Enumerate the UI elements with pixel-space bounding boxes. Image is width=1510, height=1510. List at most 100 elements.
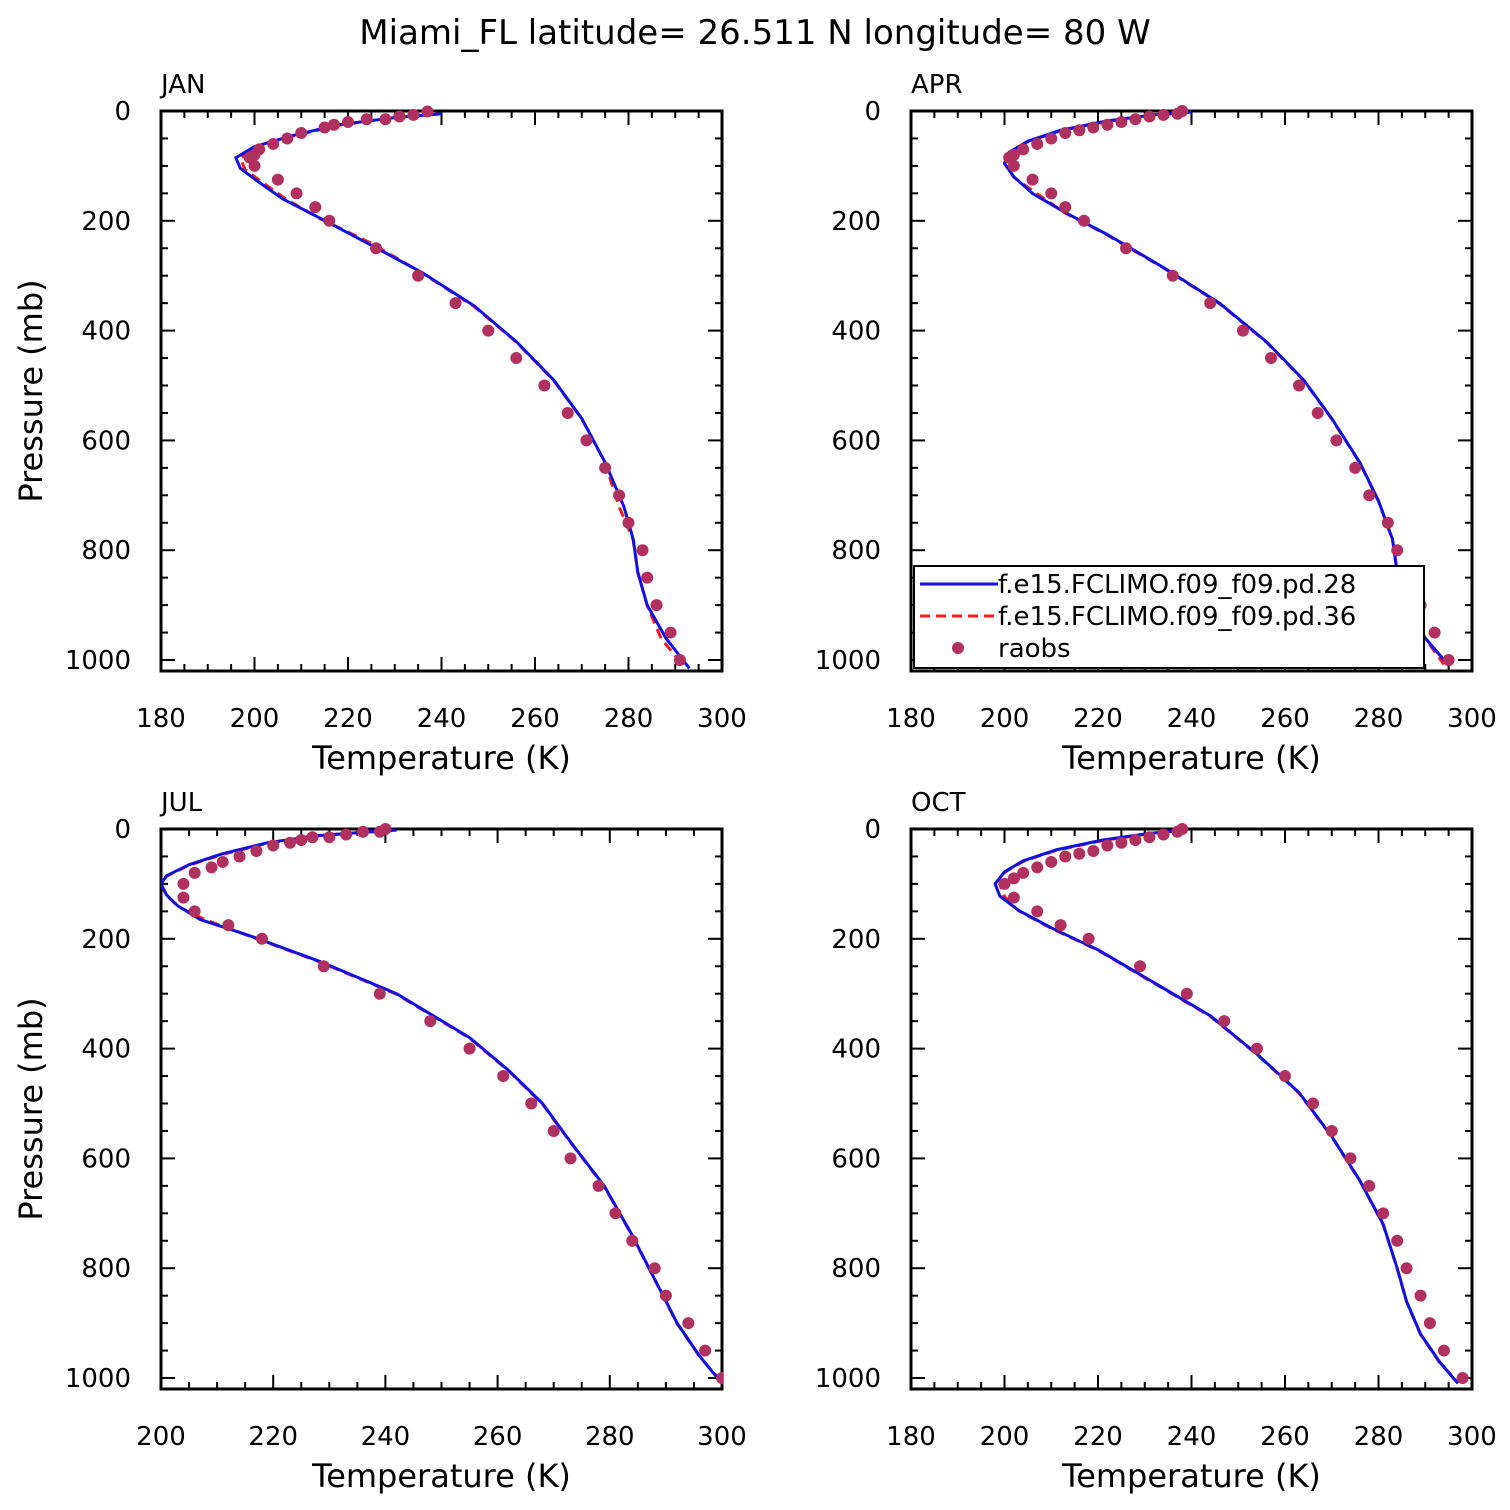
raobs-point <box>1400 1262 1413 1275</box>
raobs-point <box>1171 825 1184 838</box>
raobs-point <box>1129 113 1142 126</box>
y-tick-label: 600 <box>831 1144 881 1174</box>
raobs-point <box>1391 544 1404 557</box>
raobs-point <box>373 825 386 838</box>
y-tick-label: 200 <box>831 925 881 955</box>
raobs-point <box>1059 201 1072 214</box>
raobs-point <box>1428 626 1441 639</box>
raobs-point <box>1377 1207 1390 1220</box>
raobs-point <box>641 571 654 584</box>
y-tick-label: 200 <box>831 207 881 237</box>
raobs-point <box>1017 143 1030 156</box>
raobs-point <box>255 932 268 945</box>
legend: f.e15.FCLIMO.f09_f09.pd.28f.e15.FCLIMO.f… <box>913 565 1425 669</box>
raobs-point <box>407 108 420 121</box>
raobs-point <box>188 866 201 879</box>
y-tick-label: 200 <box>81 925 131 955</box>
raobs-point <box>538 379 551 392</box>
raobs-point <box>216 855 229 868</box>
x-axis-label: Temperature (K) <box>311 739 571 777</box>
raobs-point <box>1077 214 1090 227</box>
y-tick-label: 800 <box>831 536 881 566</box>
y-tick-label: 1000 <box>65 1364 131 1394</box>
y-tick-label: 800 <box>81 1254 131 1284</box>
y-tick-label: 400 <box>81 317 131 347</box>
raobs-point <box>650 599 663 612</box>
plot-area <box>161 823 723 1385</box>
panel-label: JUL <box>159 788 203 818</box>
raobs-point <box>295 833 308 846</box>
x-tick-label: 260 <box>473 1422 523 1452</box>
raobs-point <box>188 905 201 918</box>
series-line-pd36 <box>161 829 723 1384</box>
x-tick-label: 180 <box>136 704 186 734</box>
figure-title: Miami_FL latitude= 26.511 N longitude= 8… <box>359 13 1150 53</box>
raobs-point <box>659 1289 672 1302</box>
x-tick-label: 280 <box>1354 1422 1404 1452</box>
raobs-point <box>1381 516 1394 529</box>
y-tick-label: 800 <box>81 536 131 566</box>
raobs-point <box>323 214 336 227</box>
y-tick-label: 0 <box>864 815 881 845</box>
raobs-point <box>1054 919 1067 932</box>
y-tick-label: 400 <box>831 1035 881 1065</box>
raobs-point <box>1349 461 1362 474</box>
raobs-point <box>1391 1234 1404 1247</box>
plot-frame <box>159 109 724 673</box>
y-tick-label: 600 <box>831 426 881 456</box>
raobs-point <box>716 1372 723 1385</box>
x-tick-label: 260 <box>1260 704 1310 734</box>
raobs-point <box>1031 861 1044 874</box>
raobs-point <box>1007 159 1020 172</box>
x-tick-label: 220 <box>248 1422 298 1452</box>
x-tick-label: 220 <box>1073 704 1123 734</box>
raobs-point <box>636 544 649 557</box>
raobs-point <box>998 877 1011 890</box>
raobs-point <box>1007 891 1020 904</box>
panel-label: OCT <box>911 788 966 818</box>
y-tick-label: 1000 <box>815 1364 881 1394</box>
y-tick-label: 200 <box>81 207 131 237</box>
raobs-point <box>205 861 218 874</box>
y-tick-label: 1000 <box>815 646 881 676</box>
raobs-point <box>290 187 303 200</box>
raobs-point <box>177 877 190 890</box>
raobs-point <box>1311 406 1324 419</box>
legend-label: raobs <box>998 634 1071 664</box>
raobs-point <box>1073 124 1086 137</box>
x-tick-label: 280 <box>585 1422 635 1452</box>
raobs-point <box>1363 1179 1376 1192</box>
raobs-point <box>525 1097 538 1110</box>
x-tick-label: 300 <box>697 1422 747 1452</box>
raobs-point <box>306 831 319 844</box>
raobs-point <box>1115 115 1128 128</box>
legend-box <box>913 565 1425 669</box>
raobs-point <box>1059 126 1072 139</box>
raobs-point <box>1307 1097 1320 1110</box>
raobs-point <box>449 297 462 310</box>
raobs-point <box>622 516 635 529</box>
x-tick-label: 300 <box>697 704 747 734</box>
raobs-point <box>561 406 574 419</box>
legend-label: f.e15.FCLIMO.f09_f09.pd.28 <box>998 570 1356 600</box>
raobs-point <box>626 1234 639 1247</box>
raobs-point <box>673 654 686 667</box>
y-axis-label: Pressure (mb) <box>12 997 50 1220</box>
raobs-point <box>564 1152 577 1165</box>
raobs-point <box>580 434 593 447</box>
raobs-point <box>1330 434 1343 447</box>
raobs-point <box>373 987 386 1000</box>
raobs-point <box>1157 108 1170 121</box>
raobs-point <box>1073 847 1086 860</box>
raobs-point <box>1293 379 1306 392</box>
raobs-point <box>699 1344 712 1357</box>
raobs-point <box>1087 121 1100 134</box>
raobs-point <box>1045 855 1058 868</box>
raobs-point <box>1143 831 1156 844</box>
raobs-point <box>360 113 373 126</box>
raobs-point <box>421 105 434 118</box>
raobs-point <box>222 919 235 932</box>
raobs-point <box>1031 137 1044 150</box>
raobs-point <box>1279 1070 1291 1083</box>
raobs-point <box>356 825 369 838</box>
